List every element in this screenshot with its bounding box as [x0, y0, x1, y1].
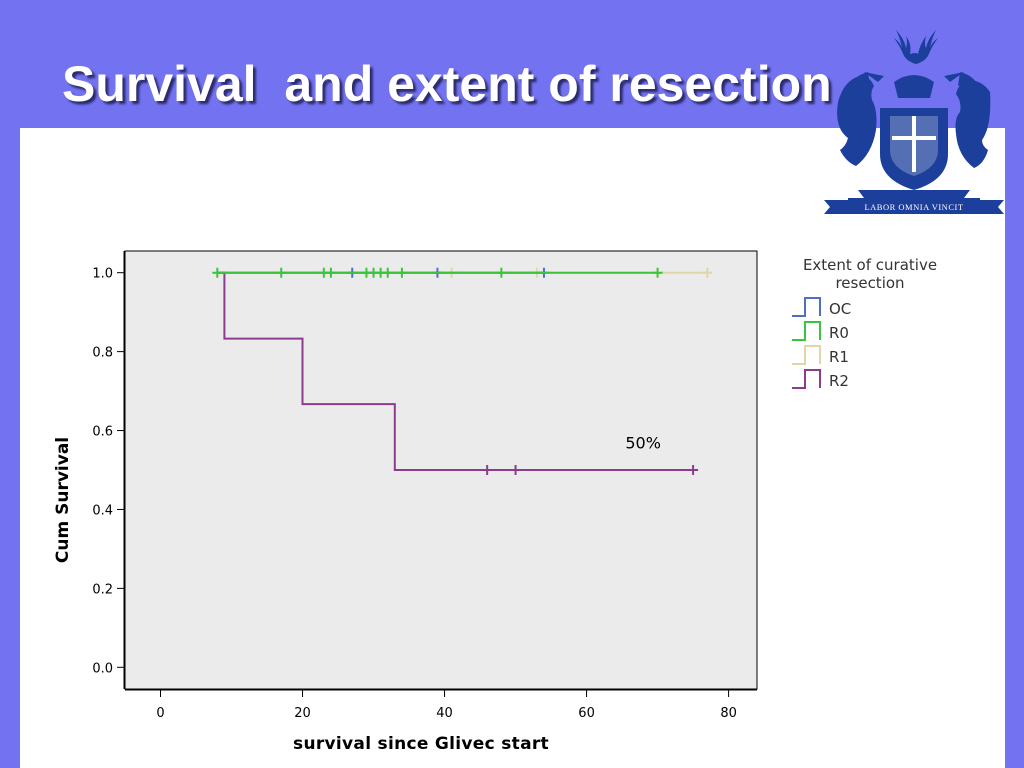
legend-label-R2: R2 — [829, 372, 849, 390]
legend-swatch-OC — [792, 297, 821, 317]
censor-mark-R2 — [482, 465, 493, 475]
censor-mark-R2 — [688, 465, 699, 475]
axes: 0.0 0.2 0.4 0.6 0.8 1.0 0 20 40 60 80 survival sinc… — [53, 251, 757, 754]
legend-swatch-R1 — [792, 345, 821, 365]
km-chart: 0.0 0.2 0.4 0.6 0.8 1.0 0 20 40 60 80 survival sinc… — [53, 250, 937, 754]
y-axis-title: Cum Survival — [53, 437, 73, 563]
x-tick-label: 40 — [436, 706, 453, 721]
legend-swatch-R2 — [792, 369, 821, 389]
legend-swatch-R0 — [792, 321, 821, 341]
y-tick-label: 0.8 — [92, 346, 113, 361]
censor-mark-R0 — [652, 267, 663, 278]
censor-mark-R0 — [212, 267, 223, 278]
chart-panel: 0.0 0.2 0.4 0.6 0.8 1.0 0 20 40 60 80 survival sinc… — [20, 128, 1005, 768]
y-tick-label: 0.6 — [92, 425, 113, 440]
legend-label-R0: R0 — [829, 324, 849, 342]
censor-mark-R0 — [382, 267, 393, 278]
legend-label-OC: OC — [829, 300, 851, 318]
censor-mark-R2 — [510, 465, 521, 475]
crest-motto: LABOR OMNIA VINCIT — [864, 202, 963, 212]
x-tick-label: 80 — [720, 706, 737, 721]
x-tick-label: 60 — [578, 706, 595, 721]
legend-title: Extent of curative — [803, 256, 937, 274]
legend-label-R1: R1 — [829, 348, 849, 366]
bird-icon — [837, 76, 877, 166]
censor-mark-R0 — [396, 267, 407, 278]
series-layer — [212, 267, 713, 475]
censor-mark-R0 — [276, 267, 287, 278]
crest-logo: LABOR OMNIA VINCIT — [824, 30, 1004, 214]
y-tick-label: 0.4 — [92, 503, 113, 518]
x-tick-label: 0 — [156, 706, 164, 721]
stag-icon — [894, 30, 938, 64]
legend-title: resection — [835, 274, 904, 292]
horse-icon — [955, 80, 991, 168]
annotation-50-percent: 50% — [625, 433, 661, 452]
x-tick-label: 20 — [294, 706, 311, 721]
censor-mark-R0 — [496, 267, 507, 278]
series-line-R2 — [217, 271, 694, 471]
y-tick-label: 0.0 — [92, 661, 113, 676]
slide-title: Survival and extent of resection — [62, 56, 832, 112]
y-tick-label: 1.0 — [92, 267, 113, 282]
censor-mark-R1 — [702, 267, 713, 278]
censor-mark-R0 — [325, 267, 336, 278]
annotation-layer: 50% — [625, 433, 661, 452]
x-axis-title: survival since Glivec start — [293, 734, 549, 754]
y-tick-label: 0.2 — [92, 582, 113, 597]
